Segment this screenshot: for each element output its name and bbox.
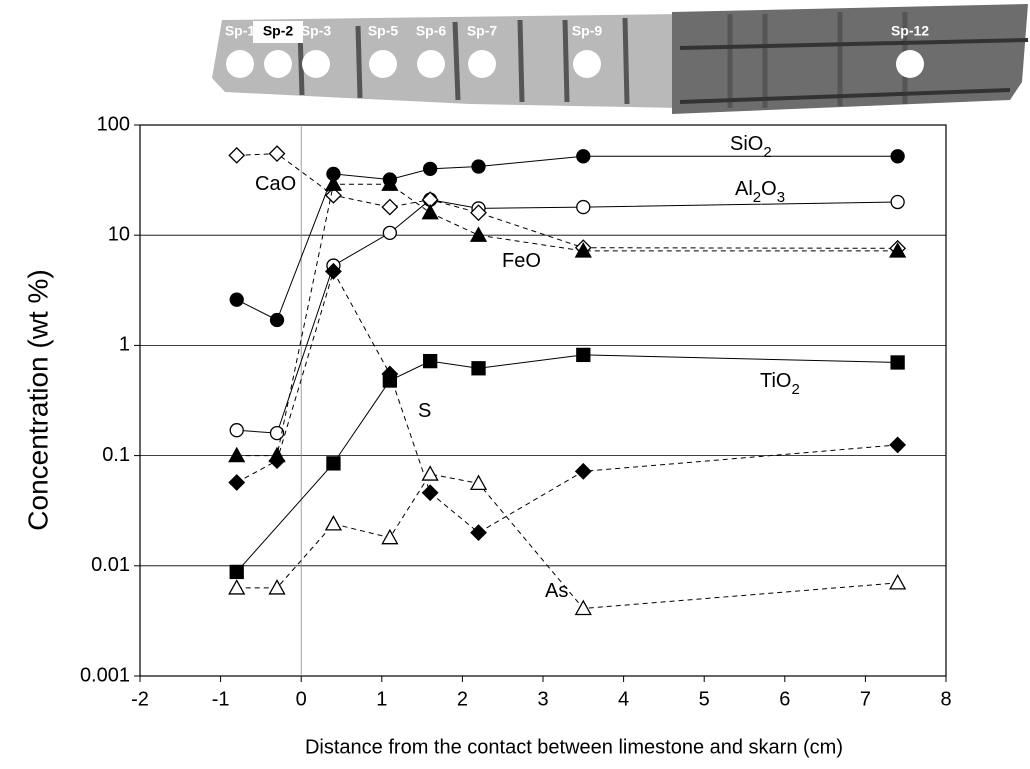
specimen-spot [468, 50, 496, 78]
marker [229, 475, 244, 490]
marker [229, 448, 244, 462]
x-tick-label: 4 [618, 688, 629, 710]
marker [382, 200, 397, 215]
x-tick-label: 0 [296, 688, 307, 710]
specimen-label: Sp-2 [263, 23, 294, 39]
marker [423, 485, 438, 500]
marker [471, 476, 486, 490]
specimen-spot [573, 50, 601, 78]
marker [577, 150, 590, 163]
marker [576, 601, 591, 615]
x-tick-label: 6 [779, 688, 790, 710]
specimen-label: Sp-12 [891, 23, 929, 39]
marker [270, 146, 285, 161]
specimen-spot [896, 50, 924, 78]
series-label: Al2O3 [735, 178, 785, 206]
marker [891, 196, 904, 209]
x-tick-label: 1 [376, 688, 387, 710]
marker [326, 177, 341, 191]
specimen-label: Sp-1 [225, 23, 256, 39]
marker [576, 464, 591, 479]
specimen-spot [369, 50, 397, 78]
x-axis-title: Distance from the contact between limest… [305, 736, 843, 758]
marker [471, 228, 486, 242]
marker [383, 226, 396, 239]
specimen-spot [417, 50, 445, 78]
marker [423, 205, 438, 219]
y-axis-title: Concentration (wt %) [22, 269, 53, 530]
x-tick-label: 7 [860, 688, 871, 710]
y-tick-label: 0.001 [80, 664, 130, 686]
marker [271, 314, 284, 327]
y-tick-label: 0.1 [102, 444, 130, 466]
chart: Distance from the contact between limest… [0, 0, 1030, 769]
series-label: S [418, 400, 431, 422]
marker [229, 148, 244, 163]
marker [890, 437, 905, 452]
x-tick-label: 2 [457, 688, 468, 710]
x-tick-label: 5 [699, 688, 710, 710]
x-tick-label: 8 [940, 688, 951, 710]
page: Distance from the contact between limest… [0, 0, 1030, 769]
marker [577, 201, 590, 214]
specimen-spot [264, 50, 292, 78]
marker [577, 348, 590, 361]
y-tick-label: 0.01 [91, 554, 130, 576]
marker [229, 580, 244, 594]
x-tick-label: -2 [131, 688, 149, 710]
marker [230, 565, 243, 578]
specimen-label: Sp-5 [368, 23, 399, 39]
specimen-spot [226, 50, 254, 78]
specimen-label: Sp-9 [572, 23, 603, 39]
y-tick-label: 1 [119, 334, 130, 356]
marker [472, 160, 485, 173]
marker [423, 467, 438, 481]
series-label: As [545, 580, 568, 602]
series-label: SiO2 [730, 133, 772, 161]
series-label: FeO [502, 250, 541, 272]
series-label: CaO [255, 173, 296, 195]
marker [326, 516, 341, 530]
series-line [237, 271, 898, 532]
marker [891, 150, 904, 163]
marker [890, 575, 905, 589]
marker [424, 162, 437, 175]
specimen-spot [302, 50, 330, 78]
marker [230, 293, 243, 306]
series-line [237, 184, 898, 455]
marker [891, 356, 904, 369]
marker [382, 530, 397, 544]
specimen-label: Sp-6 [416, 23, 447, 39]
series-label: TiO2 [760, 370, 800, 398]
marker [471, 525, 486, 540]
x-tick-label: -1 [212, 688, 230, 710]
marker [472, 362, 485, 375]
x-tick-label: 3 [537, 688, 548, 710]
marker [327, 457, 340, 470]
y-tick-label: 10 [108, 223, 130, 245]
marker [230, 424, 243, 437]
specimen-label: Sp-7 [467, 23, 498, 39]
marker [424, 355, 437, 368]
y-tick-label: 100 [97, 113, 130, 135]
specimen-label: Sp-3 [301, 23, 332, 39]
